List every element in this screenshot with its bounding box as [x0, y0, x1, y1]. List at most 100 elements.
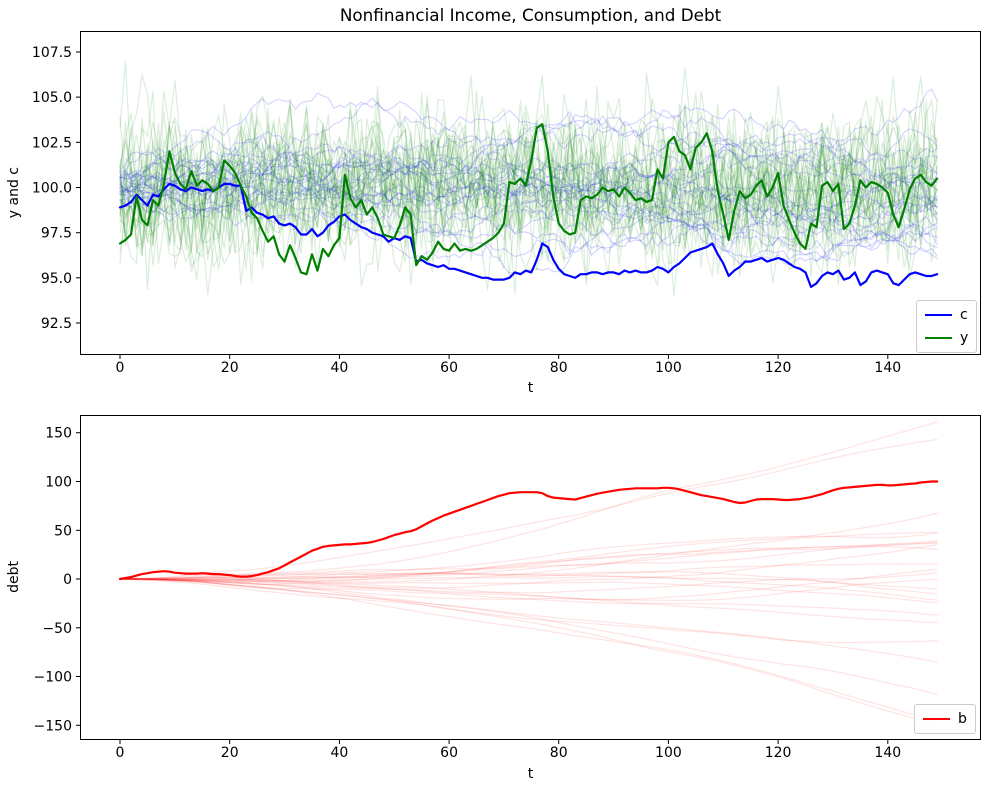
simulated-y-path	[119, 80, 938, 295]
simulated-y-path	[119, 93, 938, 297]
simulated-y-path	[119, 102, 938, 286]
x-tick-label: 0	[116, 745, 125, 761]
legend-line-sample-c	[925, 314, 952, 316]
debt-chart: 0 20 40 60 80 100 120 140 −150 −100 −50 0 50 100 150	[34, 415, 981, 761]
bottom-y-axis-label: debt	[6, 561, 22, 593]
simulated-c-path	[119, 155, 938, 212]
axes-frame	[80, 415, 981, 740]
y-tick-label: 150	[45, 426, 72, 442]
simulated-c-path	[119, 154, 938, 236]
simulated-b-path	[119, 568, 938, 601]
simulated-y-path	[119, 74, 938, 287]
x-tick-label: 40	[330, 360, 348, 376]
series-y-line	[118, 123, 939, 276]
y-tick-label: 107.5	[32, 45, 72, 61]
y-tick-label: 92.5	[41, 316, 72, 332]
simulated-c-path	[119, 142, 938, 199]
chart-title: Nonfinancial Income, Consumption, and De…	[339, 5, 722, 25]
x-tick-label: 100	[655, 745, 682, 761]
simulated-b-path	[119, 578, 938, 727]
y-tick-label: 100.0	[32, 181, 72, 197]
top-legend: c y	[916, 300, 978, 353]
simulated-y-path	[119, 85, 938, 273]
simulated-b-path	[119, 578, 938, 695]
y-tick-label: −150	[34, 718, 72, 734]
bottom-x-axis-label: t	[527, 766, 534, 782]
x-tick-label: 80	[550, 360, 568, 376]
x-tick-label: 20	[221, 360, 239, 376]
simulated-y-path	[119, 122, 938, 281]
simulated-b-path	[119, 542, 938, 581]
y-tick-label: −100	[34, 670, 72, 686]
simulated-b-path	[119, 578, 938, 722]
x-tick-label: 0	[116, 360, 125, 376]
y-tick-label: 102.5	[32, 135, 72, 151]
simulated-b-path	[119, 421, 938, 580]
simulated-y-path	[119, 110, 938, 291]
simulated-b-path	[119, 578, 938, 644]
y-tick-label: 50	[54, 523, 72, 539]
legend-label-y: y	[960, 330, 969, 346]
x-tick-label: 40	[330, 745, 348, 761]
legend-label-b: b	[958, 711, 967, 727]
simulated-b-path	[119, 531, 938, 583]
simulated-y-path	[119, 98, 938, 286]
legend-entry-c: c	[925, 306, 968, 324]
simulated-c-path	[119, 173, 938, 229]
x-tick-label: 60	[440, 745, 458, 761]
simulated-y-path	[119, 76, 938, 282]
x-tick-label: 20	[221, 745, 239, 761]
simulated-b-path	[119, 439, 938, 580]
simulated-c-path	[119, 88, 938, 196]
simulated-c-path	[119, 171, 938, 261]
simulated-y-path	[119, 72, 938, 284]
simulated-c-path	[119, 172, 938, 222]
legend-label-c: c	[960, 307, 968, 323]
series-b-line	[118, 480, 939, 581]
x-tick-label: 80	[550, 745, 568, 761]
y-tick-label: −50	[42, 621, 72, 637]
top-x-axis-label: t	[527, 380, 534, 396]
simulated-c-path	[119, 172, 938, 262]
axes-frame	[80, 31, 981, 355]
simulated-b-path	[119, 512, 938, 582]
simulated-b-path	[119, 541, 938, 580]
simulated-y-path	[119, 111, 938, 267]
top-y-axis-label: y and c	[6, 167, 22, 219]
simulated-b-path	[119, 532, 938, 580]
simulated-b-path	[119, 575, 938, 601]
simulated-c-path	[119, 175, 938, 227]
y-tick-label: 95.0	[41, 271, 72, 287]
simulated-y-path	[119, 99, 938, 277]
simulated-y-path	[119, 90, 938, 285]
simulated-y-path	[119, 60, 938, 296]
simulated-y-path	[119, 98, 938, 286]
bottom-legend: b	[914, 704, 976, 734]
legend-entry-y: y	[925, 329, 968, 347]
simulated-b-path	[119, 578, 938, 663]
series-c-line	[118, 182, 939, 288]
x-tick-label: 140	[874, 745, 901, 761]
simulated-c-path	[119, 187, 938, 238]
income-consumption-chart: 0 20 40 60 80 100 120 140 92.5 95.0 97.5 100.0 102.5…	[32, 31, 981, 376]
simulated-c-path	[119, 129, 938, 263]
x-tick-label: 100	[655, 360, 682, 376]
x-tick-label: 60	[440, 360, 458, 376]
simulated-b-path	[119, 544, 938, 589]
x-tick-label: 120	[765, 745, 792, 761]
simulated-c-path	[119, 143, 938, 203]
simulated-b-path	[119, 578, 938, 604]
simulated-b-path	[119, 540, 938, 583]
simulated-b-path	[119, 578, 938, 601]
simulated-b-path	[119, 578, 938, 616]
legend-entry-b: b	[923, 710, 967, 728]
simulated-c-path	[119, 92, 938, 177]
simulated-c-path	[119, 97, 938, 205]
simulated-y-path	[119, 122, 938, 269]
simulated-c-path	[119, 150, 938, 232]
x-tick-label: 140	[874, 360, 901, 376]
simulated-y-path	[119, 86, 938, 264]
simulated-c-path	[119, 182, 938, 266]
x-tick-label: 120	[765, 360, 792, 376]
